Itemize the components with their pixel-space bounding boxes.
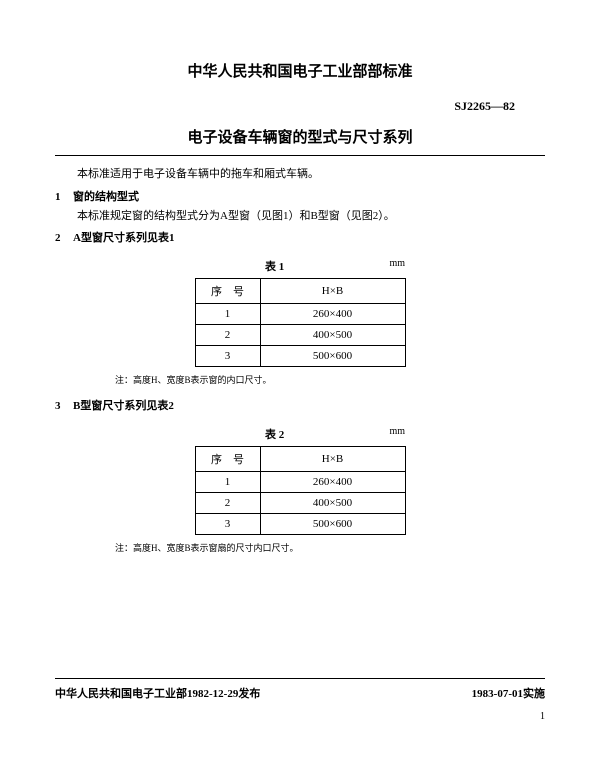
section-number: 1 xyxy=(55,191,69,203)
effective-text: 1983-07-01实施 xyxy=(472,685,545,701)
table-2-block: 表 2 mm 序 号 H×B 1 260×400 2 400×500 3 500… xyxy=(55,426,545,554)
intro-paragraph: 本标准适用于电子设备车辆中的拖车和厢式车辆。 xyxy=(55,166,545,183)
table-note: 注：高度H、宽度B表示窗扇的尺寸内口尺寸。 xyxy=(115,541,545,554)
section-number: 3 xyxy=(55,400,69,412)
table-caption-row: 表 1 mm xyxy=(195,258,405,274)
table-1: 序 号 H×B 1 260×400 2 400×500 3 500×600 xyxy=(195,278,406,367)
table-unit: mm xyxy=(389,426,405,442)
page-number: 1 xyxy=(55,711,545,722)
section-1: 1 窗的结构型式 本标准规定窗的结构型式分为A型窗（见图1）和B型窗（见图2）。 xyxy=(55,187,545,225)
footer-divider xyxy=(55,678,545,679)
table-header-row: 序 号 H×B xyxy=(195,447,405,472)
cell-dim: 500×600 xyxy=(260,346,405,367)
cell-dim: 400×500 xyxy=(260,325,405,346)
table-row: 1 260×400 xyxy=(195,304,405,325)
section-title: 窗的结构型式 xyxy=(73,191,139,203)
table-unit: mm xyxy=(389,258,405,274)
section-number: 2 xyxy=(55,232,69,244)
title-divider xyxy=(55,155,545,156)
section-3: 3 B型窗尺寸系列见表2 xyxy=(55,396,545,414)
table-note: 注：高度H、宽度B表示窗的内口尺寸。 xyxy=(115,373,545,386)
section-title: B型窗尺寸系列见表2 xyxy=(73,400,174,412)
table-row: 1 260×400 xyxy=(195,472,405,493)
org-title: 中华人民共和国电子工业部部标准 xyxy=(55,60,545,81)
table-row: 2 400×500 xyxy=(195,325,405,346)
cell-seq: 3 xyxy=(195,514,260,535)
cell-seq: 3 xyxy=(195,346,260,367)
cell-dim: 260×400 xyxy=(260,472,405,493)
section-body: 本标准规定窗的结构型式分为A型窗（见图1）和B型窗（见图2）。 xyxy=(55,208,545,225)
footer: 中华人民共和国电子工业部1982-12-29发布 1983-07-01实施 1 xyxy=(55,678,545,722)
cell-seq: 1 xyxy=(195,304,260,325)
col-header-dim: H×B xyxy=(260,447,405,472)
col-header-dim: H×B xyxy=(260,279,405,304)
issued-text: 中华人民共和国电子工业部1982-12-29发布 xyxy=(55,685,260,701)
table-caption: 表 2 xyxy=(265,426,284,442)
cell-dim: 500×600 xyxy=(260,514,405,535)
table-caption: 表 1 xyxy=(265,258,284,274)
document-title: 电子设备车辆窗的型式与尺寸系列 xyxy=(55,126,545,155)
cell-dim: 260×400 xyxy=(260,304,405,325)
table-row: 3 500×600 xyxy=(195,514,405,535)
section-title: A型窗尺寸系列见表1 xyxy=(73,232,174,244)
col-header-seq: 序 号 xyxy=(195,447,260,472)
table-1-block: 表 1 mm 序 号 H×B 1 260×400 2 400×500 3 500… xyxy=(55,258,545,386)
section-2: 2 A型窗尺寸系列见表1 xyxy=(55,228,545,246)
standard-code: SJ2265—82 xyxy=(55,99,545,114)
table-row: 2 400×500 xyxy=(195,493,405,514)
table-row: 3 500×600 xyxy=(195,346,405,367)
table-2: 序 号 H×B 1 260×400 2 400×500 3 500×600 xyxy=(195,446,406,535)
table-caption-row: 表 2 mm xyxy=(195,426,405,442)
col-header-seq: 序 号 xyxy=(195,279,260,304)
cell-dim: 400×500 xyxy=(260,493,405,514)
footer-row: 中华人民共和国电子工业部1982-12-29发布 1983-07-01实施 xyxy=(55,685,545,701)
cell-seq: 2 xyxy=(195,493,260,514)
cell-seq: 1 xyxy=(195,472,260,493)
cell-seq: 2 xyxy=(195,325,260,346)
table-header-row: 序 号 H×B xyxy=(195,279,405,304)
